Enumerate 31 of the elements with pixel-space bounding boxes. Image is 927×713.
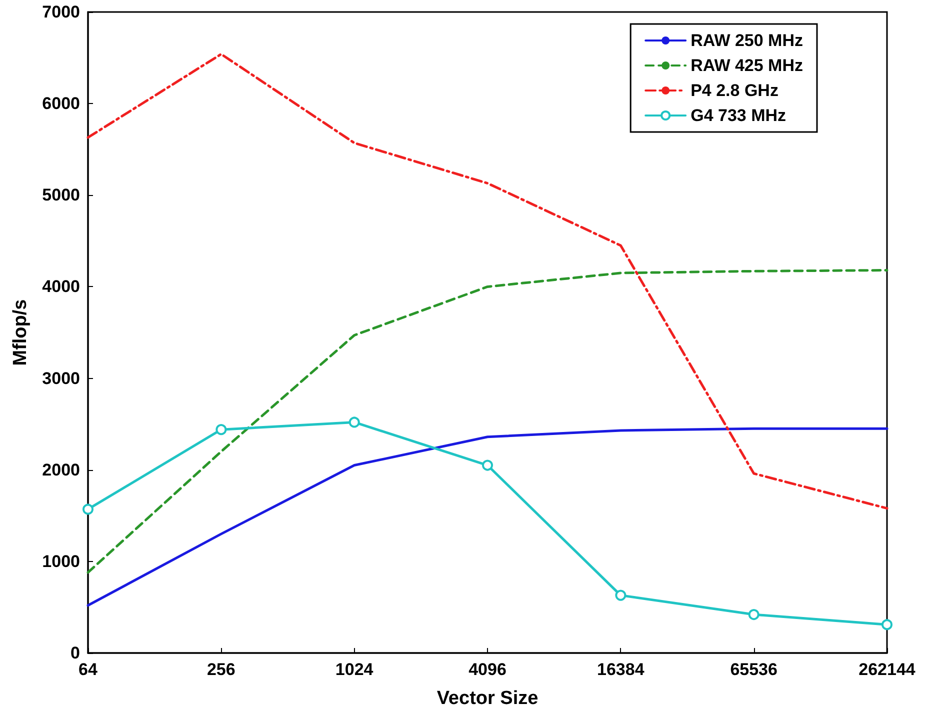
line-series	[86, 268, 888, 574]
legend-label: G4 733 MHz	[690, 106, 786, 125]
x-tick-label: 262144	[858, 660, 916, 679]
y-tick-label: 7000	[42, 2, 80, 22]
line-series	[86, 52, 888, 510]
y-tick-label: 0	[70, 644, 80, 662]
y-tick-label: 5000	[42, 186, 80, 205]
y-tick-label: 3000	[42, 368, 80, 388]
x-tick-label: 64	[78, 660, 98, 679]
x-tick-label: 65536	[730, 660, 778, 679]
line-series	[86, 427, 888, 607]
x-axis-title: Vector Size	[436, 688, 538, 709]
point	[882, 619, 892, 630]
legend-label: RAW 425 MHz	[690, 56, 804, 75]
x-tick-label: 16384	[597, 660, 645, 679]
x-tick-label: 256	[206, 660, 236, 679]
y-tick-label: 6000	[42, 94, 80, 114]
y-axis-title: Mflop/s	[10, 299, 31, 366]
y-tick-label: 4000	[42, 277, 80, 296]
y-tick-label: 1000	[42, 552, 80, 571]
point	[615, 590, 626, 601]
point	[748, 609, 760, 620]
x-tick-label: 4096	[468, 660, 506, 679]
point	[82, 504, 94, 515]
point	[216, 424, 227, 436]
legend-label: RAW 250 MHz	[690, 31, 804, 50]
legend-label: P4 2.8 GHz	[690, 81, 778, 100]
point	[482, 460, 493, 471]
point	[348, 416, 360, 428]
y-tick-label: 2000	[42, 460, 80, 480]
x-tick-label: 1024	[335, 660, 374, 679]
